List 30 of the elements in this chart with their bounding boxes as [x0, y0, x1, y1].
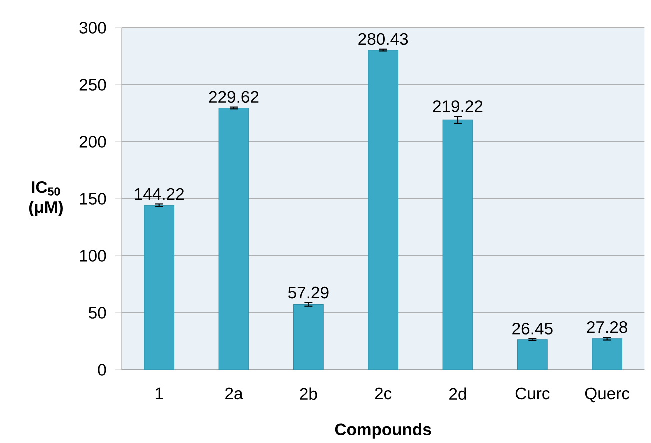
bar [517, 340, 548, 370]
y-tick-label: 250 [80, 79, 106, 91]
data-label: 219.22 [433, 100, 483, 112]
x-tick-label: 1 [156, 388, 164, 400]
data-label: 280.43 [358, 33, 408, 46]
y-tick-label: 200 [80, 136, 106, 148]
x-tick-label: 2c [375, 388, 392, 400]
x-tick-label: Querc [585, 388, 630, 403]
y-tick-label: 0 [98, 364, 106, 376]
y-tick-label: 300 [80, 22, 106, 34]
x-tick-label: 2a [226, 388, 244, 400]
data-label: 144.22 [135, 188, 184, 200]
data-label: 57.29 [288, 286, 329, 299]
data-label: 229.62 [209, 91, 259, 104]
y-tick-label: 50 [88, 307, 106, 319]
bar [293, 304, 324, 370]
bar [144, 205, 175, 370]
y-tick-label: 100 [80, 250, 106, 262]
bar [368, 50, 399, 370]
data-label: 27.28 [587, 321, 628, 334]
y-axis-title: IC$_{50}$ (μM) [29, 181, 63, 217]
x-tick-label: 2d [450, 388, 466, 400]
x-tick-label: 2b [300, 388, 318, 400]
y-tick-label: 150 [80, 193, 106, 205]
x-tick-label: Curc [516, 388, 550, 400]
bar [592, 338, 623, 370]
x-axis-title: Compounds [335, 423, 432, 439]
bar [442, 120, 474, 370]
data-label: 26.45 [512, 322, 553, 335]
bar [218, 108, 250, 370]
